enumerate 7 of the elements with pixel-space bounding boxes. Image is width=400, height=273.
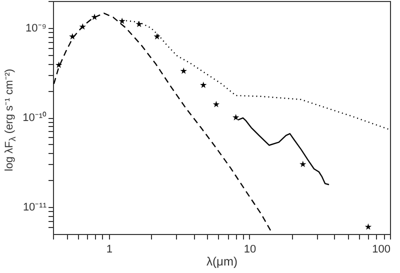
x-tick-label: 1 bbox=[106, 244, 112, 256]
y-tick-label: 10⁻¹¹ bbox=[22, 202, 47, 214]
x-axis-title: λ(μm) bbox=[206, 254, 238, 268]
y-tick-label: 10⁻¹⁰ bbox=[22, 111, 46, 124]
x-tick-label: 10 bbox=[244, 244, 256, 256]
y-tick-label: 10⁻⁹ bbox=[26, 22, 46, 34]
x-tick-label: 100 bbox=[372, 244, 390, 256]
